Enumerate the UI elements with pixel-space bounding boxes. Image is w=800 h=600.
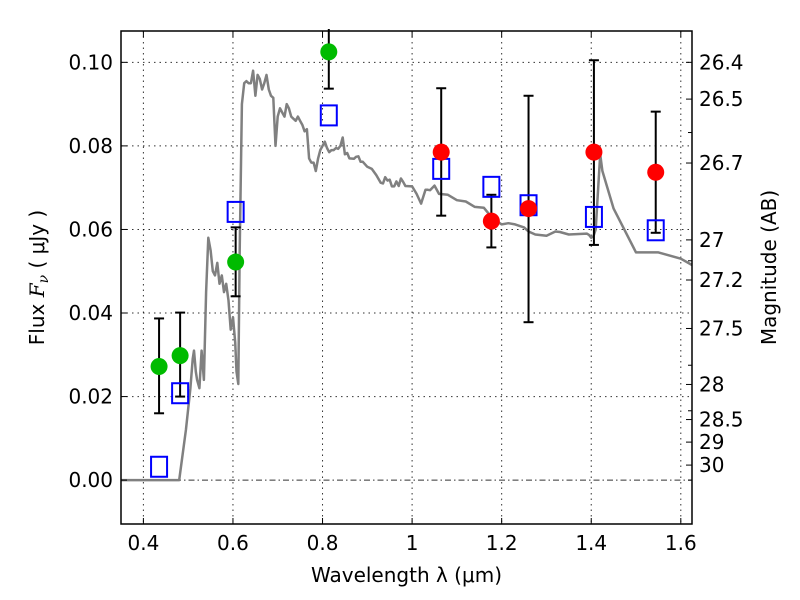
y2-tick-label: 28.5 [699,408,744,432]
x-tick-label: 1.4 [575,531,607,555]
x-tick-label: 1.6 [665,531,697,555]
y-tick-label: 0.10 [68,50,113,74]
y-tick-labels: 0.00 0.02 0.04 0.06 0.08 0.10 [68,50,113,492]
y2-tick-label: 27.5 [699,316,744,340]
x-tick-label: 1 [406,531,419,555]
model-photometry-squares [150,104,665,478]
x-tick-label: 0.8 [307,531,339,555]
observed-point [432,143,450,161]
y-tick-label: 0.02 [68,385,113,409]
observed-point [171,347,189,365]
observed-point [520,200,538,218]
observed-point [585,143,603,161]
y-tick-label: 0.08 [68,134,113,158]
observed-point [320,43,338,61]
y-tick-label: 0.00 [68,468,113,492]
y-axis-label-unit: ( μJy ) [25,210,49,275]
y-tick-label: 0.06 [68,217,113,241]
x-tick-label: 0.4 [127,531,159,555]
observed-point [150,357,168,375]
y2-tick-label: 30 [699,453,724,477]
ticks [121,31,692,524]
y-axis-label: Flux Fν ( μJy ) [25,210,52,345]
model-photometry-square [226,200,245,223]
observed-point [482,212,500,230]
y2-tick-label: 27.2 [699,268,744,292]
y2-tick-label: 26.4 [699,50,744,74]
y2-tick-label: 26.7 [699,151,744,175]
model-photometry-square [150,455,169,478]
model-photometry-square [482,175,501,198]
model-photometry-square [171,382,190,405]
x-tick-label: 0.6 [217,531,249,555]
y-axis-label-prefix: Flux [25,297,49,345]
y2-axis-label: Magnitude (AB) [757,190,781,345]
plot-frame [120,30,693,525]
model-photometry-square [319,104,338,127]
model-photometry-square [584,205,603,228]
y2-tick-label: 27 [699,228,724,252]
y2-tick-label: 28 [699,372,724,396]
x-tick-labels: 0.4 0.6 0.8 1 1.2 1.4 1.6 [127,531,696,555]
y-axis-label-subscript: ν [36,274,52,283]
y2-tick-label: 26.5 [699,87,744,111]
model-photometry-square [646,219,665,242]
y-tick-label: 0.04 [68,301,113,325]
y2-tick-label: 29 [699,430,724,454]
observed-points [150,43,665,375]
x-tick-label: 1.2 [486,531,518,555]
x-axis-label: Wavelength λ (μm) [311,563,502,587]
model-spectrum-line [121,69,693,482]
observed-point [227,253,245,271]
y-axis-label-symbol: F [25,282,49,298]
observed-point [647,163,665,181]
